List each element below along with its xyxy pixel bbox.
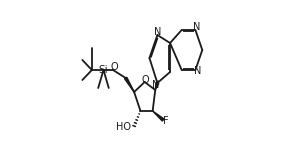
Text: N: N	[154, 27, 161, 37]
Text: N: N	[193, 66, 201, 76]
Text: HO: HO	[116, 122, 131, 132]
Text: O: O	[110, 62, 118, 72]
Polygon shape	[125, 77, 134, 92]
Text: Si: Si	[99, 65, 108, 75]
Text: F: F	[163, 116, 169, 126]
Text: N: N	[153, 80, 160, 90]
Polygon shape	[155, 83, 159, 90]
Text: N: N	[193, 22, 201, 32]
Polygon shape	[153, 111, 164, 121]
Text: O: O	[142, 75, 149, 85]
